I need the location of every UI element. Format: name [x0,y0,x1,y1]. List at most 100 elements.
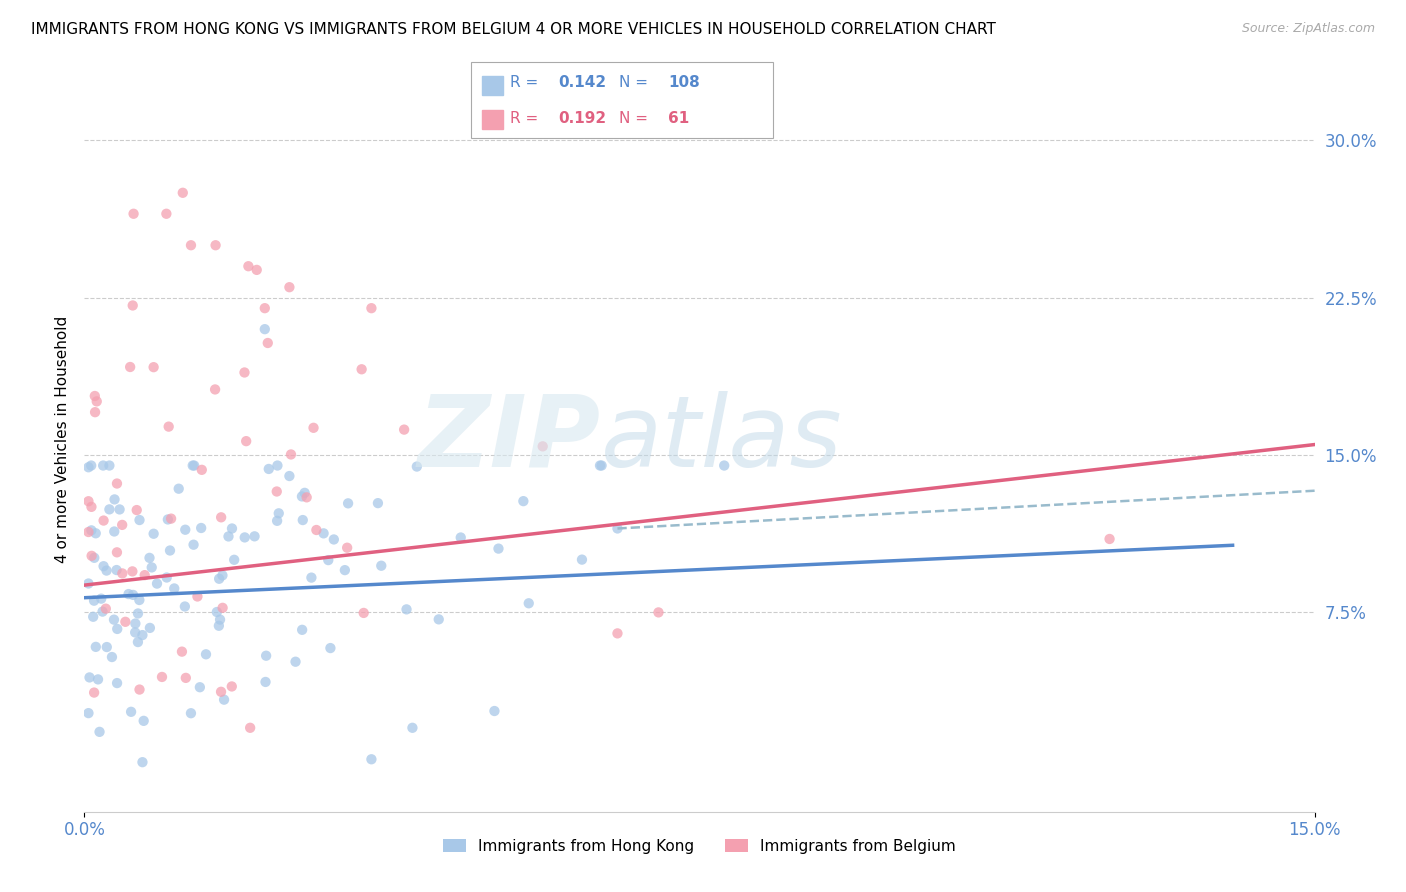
Point [284,655,307,669]
Point [253,301,276,315]
Text: 108: 108 [668,75,700,89]
Point [180,238,202,252]
Point [299,571,322,585]
Point [195,648,218,662]
Point [89,724,111,739]
Point [141,560,163,574]
Point [713,458,735,473]
Point [266,484,288,499]
Point [103,613,125,627]
Point [108,502,131,516]
Point [190,521,212,535]
Point [80,549,103,563]
Point [117,587,139,601]
Point [83,593,105,607]
Point [114,615,136,629]
Point [401,721,423,735]
Point [159,543,181,558]
Point [138,550,160,565]
Point [83,550,105,565]
Point [233,530,256,544]
Point [146,576,169,591]
Point [256,336,278,351]
Point [150,670,173,684]
Point [266,514,288,528]
Point [591,458,613,473]
Point [128,593,150,607]
Point [155,207,177,221]
Point [84,526,107,541]
Point [122,207,145,221]
Point [531,439,554,453]
Point [160,511,183,525]
Point [120,705,142,719]
Point [124,616,146,631]
Point [295,491,318,505]
Point [647,606,669,620]
Point [221,521,243,535]
Point [254,675,277,690]
Point [267,506,290,520]
Point [103,524,125,539]
Point [98,458,121,473]
Point [139,621,162,635]
Text: R =: R = [510,75,544,89]
Point [218,529,240,543]
Point [370,558,392,573]
Point [517,596,540,610]
Point [128,513,150,527]
Point [98,502,121,516]
Point [233,366,256,380]
Point [180,706,202,721]
Point [157,419,180,434]
Text: 0.192: 0.192 [558,112,606,126]
Point [83,685,105,699]
Point [221,680,243,694]
Point [278,469,301,483]
Point [291,490,314,504]
Point [132,714,155,728]
Point [294,486,316,500]
Text: 0.142: 0.142 [558,75,606,89]
Point [209,685,232,699]
Point [94,601,117,615]
Point [77,524,100,539]
Point [305,523,328,537]
Point [333,563,356,577]
Point [127,635,149,649]
Point [77,460,100,475]
Point [257,462,280,476]
Point [183,458,205,473]
Point [105,476,128,491]
Text: R =: R = [510,112,544,126]
Point [93,514,115,528]
Point [360,752,382,766]
Point [91,458,114,473]
Point [80,458,103,473]
Point [121,565,143,579]
Point [105,622,128,636]
Point [360,301,382,315]
Point [312,526,335,541]
Point [211,600,233,615]
Point [125,503,148,517]
Point [96,640,118,654]
Point [170,645,193,659]
Text: N =: N = [619,112,648,126]
Point [212,692,235,706]
Point [172,186,194,200]
Point [239,721,262,735]
Point [316,553,339,567]
Point [319,641,342,656]
Point [571,552,593,566]
Point [186,590,208,604]
Point [450,531,472,545]
Point [84,640,107,654]
Point [124,625,146,640]
Point [167,482,190,496]
Point [83,389,105,403]
Point [188,680,211,694]
Point [606,521,628,535]
Point [205,605,228,619]
Point [350,362,373,376]
